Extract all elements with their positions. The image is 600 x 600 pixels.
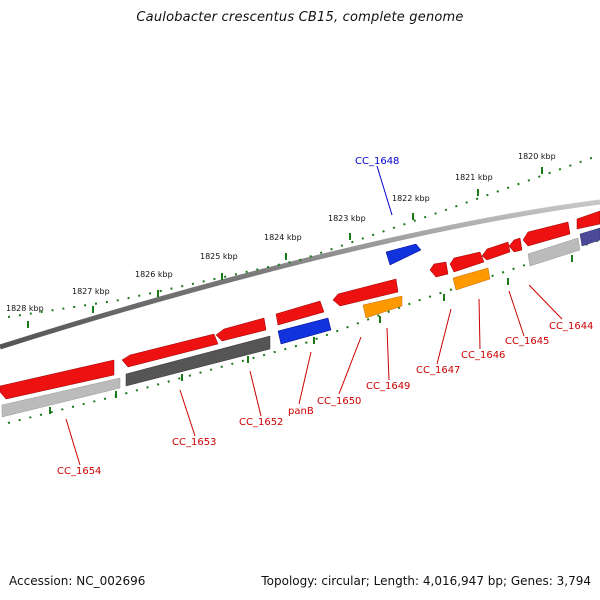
gene-arrow[interactable] [275,300,325,326]
gene-label[interactable]: panB [288,406,314,417]
gene-label[interactable]: CC_1653 [172,437,216,448]
scale-label: 1827 kbp [72,287,110,296]
gene-label[interactable]: CC_1650 [317,396,361,407]
topology-text: Topology: circular; Length: 4,016,947 bp… [261,574,591,588]
gene-arrow[interactable] [121,333,219,368]
scale-label: 1822 kbp [392,194,430,203]
gene-arrow[interactable] [449,251,485,273]
leader-line [179,389,196,437]
gene-arrow[interactable] [332,278,399,307]
genome-backbone [0,199,600,350]
scale-label: 1825 kbp [200,252,238,261]
gene-arrow[interactable] [522,221,571,247]
gene-track [0,210,600,400]
gene-arrow[interactable] [508,237,523,253]
feature-bar-orange [452,267,491,291]
leader-line [298,351,312,405]
gene-label[interactable]: CC_1644 [549,321,593,332]
leader-lines [65,165,563,466]
feature-bar-gray [1,377,121,418]
leader-line [249,370,262,417]
gene-arrow[interactable] [481,241,511,261]
feature-bar-dark [125,335,271,387]
gene-arrow[interactable] [429,261,449,278]
gene-arrow[interactable] [0,359,115,400]
leader-line [376,165,393,216]
scale-label: 1820 kbp [518,152,556,161]
gene-label[interactable]: CC_1647 [416,365,460,376]
feature-bar-purple [579,227,600,247]
leader-line [528,284,563,320]
gene-arrow[interactable] [215,317,267,342]
leader-line [478,298,481,350]
gene-arrow-blue[interactable] [277,317,332,345]
scale-label: 1823 kbp [328,214,366,223]
map-title: Caulobacter crescentus CB15, complete ge… [136,10,464,25]
accession-text: Accession: NC_002696 [9,574,146,588]
scale-label: 1821 kbp [455,173,493,182]
feature-bar-orange [362,295,403,319]
leader-line [65,418,81,466]
gene-label[interactable]: CC_1646 [461,350,505,361]
gene-label[interactable]: CC_1649 [366,381,410,392]
outer-scale-track [7,154,600,328]
scale-label: 1828 kbp [6,304,44,313]
gray-feature-track [1,227,600,418]
gene-label[interactable]: CC_1648 [355,156,399,167]
leader-line [386,327,390,381]
gene-label[interactable]: CC_1645 [505,336,549,347]
inner-scale-track [7,239,600,424]
gene-arrow[interactable] [576,210,600,230]
scale-label: 1824 kbp [264,233,302,242]
feature-bar-gray [527,237,581,267]
gene-label[interactable]: CC_1654 [57,466,101,477]
gene-arrow-blue[interactable] [385,243,422,266]
scale-label: 1826 kbp [135,270,173,279]
leader-line [436,308,452,365]
leader-line [338,336,362,395]
leader-line [508,290,525,337]
gene-label[interactable]: CC_1652 [239,417,283,428]
